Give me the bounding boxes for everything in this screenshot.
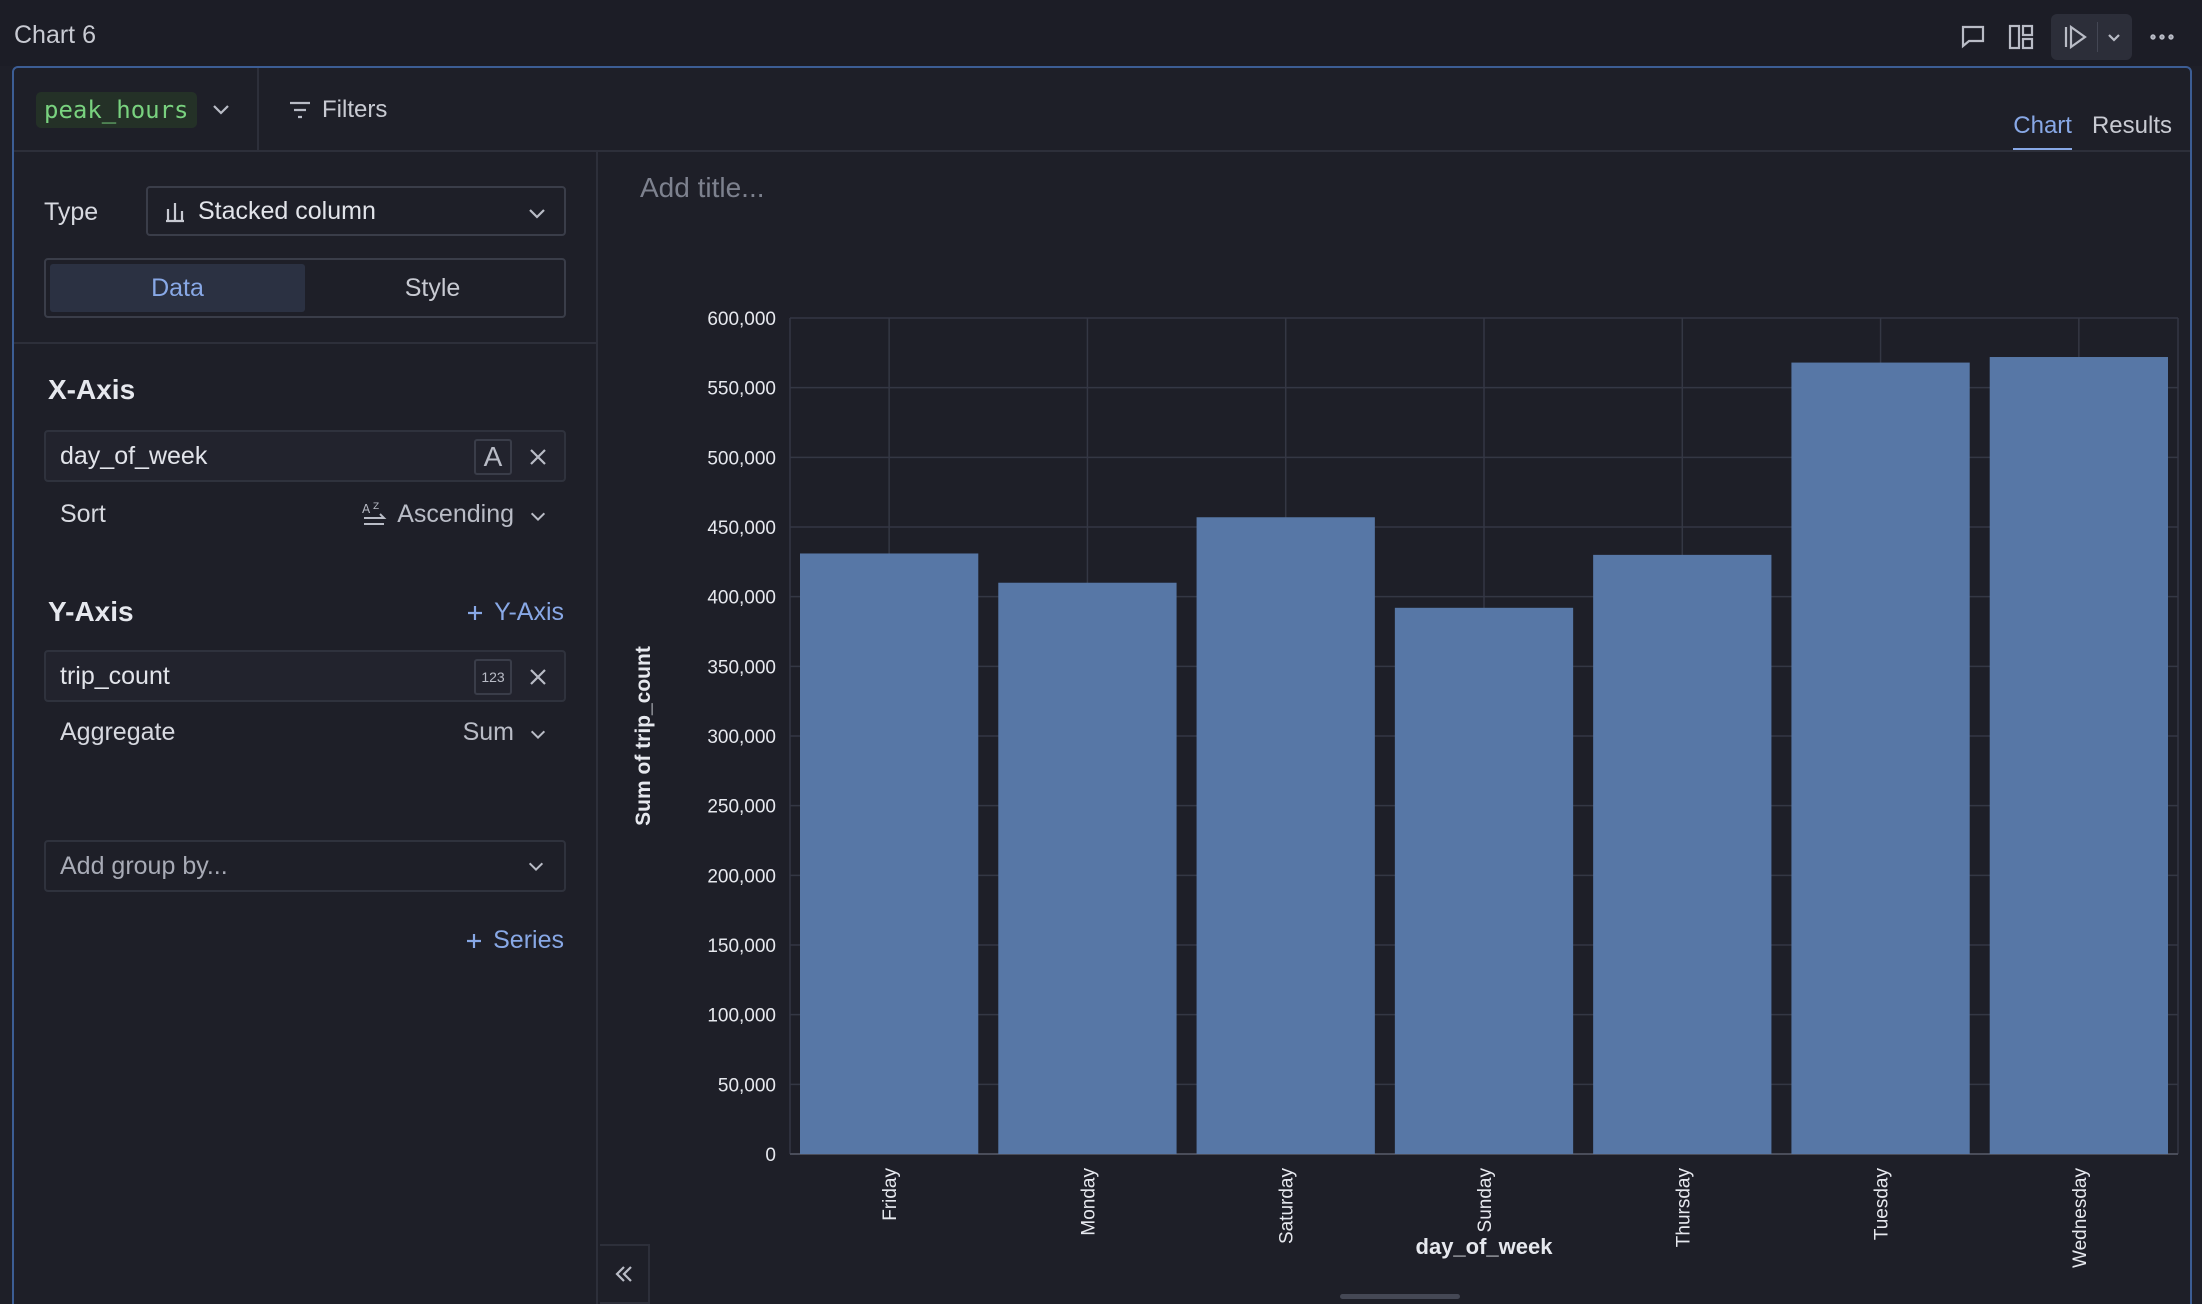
svg-text:Z: Z <box>373 502 379 512</box>
text-type-icon[interactable]: A <box>474 439 512 475</box>
filter-icon <box>290 101 310 119</box>
sort-value: Ascending <box>397 499 514 528</box>
plus-icon <box>468 605 483 620</box>
add-y-axis-button[interactable]: Y-Axis <box>466 598 564 627</box>
y-tick-label: 550,000 <box>707 379 776 400</box>
bar-sunday <box>1394 607 1574 1154</box>
more-icon[interactable] <box>2140 15 2184 59</box>
aggregate-label: Aggregate <box>60 717 176 746</box>
chart-area: Add title... 0 50,000 100,000 150,000 200,00… <box>600 152 2190 1304</box>
tab-chart[interactable]: Chart <box>2013 112 2072 150</box>
chevron-down-icon <box>528 862 544 872</box>
type-label: Type <box>44 198 99 226</box>
sort-label: Sort <box>60 499 106 528</box>
bar-friday <box>800 553 979 1154</box>
sort-az-icon: A Z <box>362 502 387 525</box>
add-y-axis-label: Y-Axis <box>494 598 564 626</box>
data-style-toggle: Data Style <box>44 258 566 318</box>
y-tick-label: 100,000 <box>707 1006 776 1027</box>
chart-type-select[interactable]: Stacked column <box>146 186 566 236</box>
x-axis-title: X-Axis <box>48 374 136 405</box>
chevron-down-icon[interactable] <box>2098 15 2130 59</box>
run-group <box>2051 14 2132 60</box>
chevron-down-icon <box>530 512 546 522</box>
add-series-label: Series <box>493 926 564 954</box>
view-tabs: Chart Results <box>2013 112 2172 150</box>
y-tick-label: 200,000 <box>707 866 776 887</box>
x-tick-label: Sunday <box>1475 1168 1496 1233</box>
chevron-down-icon <box>530 730 546 740</box>
x-axis-title: day_of_week <box>1416 1234 1554 1259</box>
group-by-select[interactable]: Add group by... <box>44 840 566 892</box>
window-title: Chart 6 <box>14 21 96 49</box>
sort-row[interactable]: Sort A Z Ascending <box>60 494 566 534</box>
run-icon[interactable] <box>2053 15 2097 59</box>
x-axis-field-name: day_of_week <box>60 441 208 470</box>
dataset-pill[interactable]: peak_hours <box>36 92 197 128</box>
comment-icon[interactable] <box>1951 15 1995 59</box>
y-axis-field[interactable]: trip_count 123 <box>44 650 566 702</box>
chevron-down-icon[interactable] <box>210 98 232 120</box>
bar-tuesday <box>1791 362 1970 1154</box>
close-icon[interactable] <box>526 665 550 689</box>
y-axis-title: Sum of trip_count <box>632 646 655 826</box>
y-tick-label: 150,000 <box>707 936 776 957</box>
chevron-down-icon <box>529 209 545 219</box>
y-tick-label: 250,000 <box>707 797 776 818</box>
tab-style[interactable]: Style <box>404 273 461 302</box>
sort-value-group: A Z Ascending <box>361 500 514 529</box>
double-chevron-left-icon <box>615 1266 632 1282</box>
tab-results[interactable]: Results <box>2091 112 2172 139</box>
group-by-placeholder: Add group by... <box>60 851 228 880</box>
x-tick-label: Tuesday <box>1872 1168 1893 1241</box>
bar-saturday <box>1196 517 1375 1154</box>
chart-type-value: Stacked column <box>198 196 376 225</box>
chart-title-input[interactable]: Add title... <box>640 172 765 203</box>
y-tick-label: 0 <box>765 1145 776 1166</box>
svg-text:A: A <box>362 502 371 516</box>
top-actions <box>1951 14 2184 60</box>
y-tick-label: 350,000 <box>707 657 776 678</box>
bar-thursday <box>1593 554 1772 1154</box>
number-type-icon[interactable]: 123 <box>474 659 512 695</box>
bar-monday <box>998 582 1177 1154</box>
y-tick-label: 600,000 <box>707 309 776 330</box>
filters-button[interactable]: Filters <box>288 88 387 132</box>
cell-toolbar: peak_hours Filters Chart Results <box>14 68 2190 152</box>
divider <box>14 342 598 344</box>
aggregate-value: Sum <box>462 717 514 746</box>
x-tick-label: Thursday <box>1673 1168 1694 1248</box>
close-icon[interactable] <box>526 445 550 469</box>
y-tick-label: 500,000 <box>707 448 776 469</box>
chart-cell: peak_hours Filters Chart Results Type St… <box>12 66 2192 1304</box>
resize-handle[interactable] <box>1340 1294 1460 1299</box>
x-tick-label: Monday <box>1078 1168 1099 1236</box>
x-tick-label: Friday <box>880 1168 901 1221</box>
y-axis-field-name: trip_count <box>60 661 170 690</box>
bar-chart: 0 50,000 100,000 150,000 200,000 250,000 300,0… <box>632 309 2179 1268</box>
plus-icon <box>467 933 482 948</box>
bar-wednesday <box>1989 357 2168 1155</box>
x-tick-label: Wednesday <box>2070 1168 2091 1268</box>
aggregate-row[interactable]: Aggregate Sum <box>60 712 566 752</box>
config-panel: Type Stacked column Data Style X-Axis da… <box>14 152 598 1304</box>
y-tick-label: 300,000 <box>707 727 776 748</box>
x-tick-label: Saturday <box>1277 1168 1298 1245</box>
collapse-panel-button[interactable] <box>600 1244 650 1304</box>
top-bar: Chart 6 <box>0 0 2202 66</box>
x-axis-field[interactable]: day_of_week A <box>44 430 566 482</box>
tab-data[interactable]: Data <box>50 264 305 312</box>
y-tick-label: 50,000 <box>718 1075 776 1096</box>
filters-label: Filters <box>322 96 388 123</box>
run-divider <box>2097 22 2098 52</box>
layout-icon[interactable] <box>1999 15 2043 59</box>
add-series-button[interactable]: Series <box>465 926 564 955</box>
y-tick-label: 450,000 <box>707 518 776 539</box>
divider <box>257 68 259 152</box>
stacked-column-icon <box>166 203 184 223</box>
y-axis-title: Y-Axis <box>48 596 134 627</box>
y-tick-label: 400,000 <box>707 588 776 609</box>
